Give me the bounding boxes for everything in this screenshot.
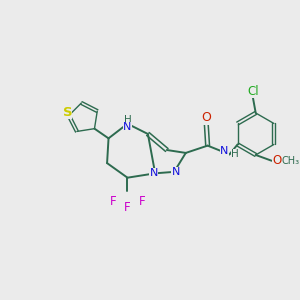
Text: F: F (124, 201, 131, 214)
Text: S: S (62, 106, 72, 119)
Text: F: F (110, 195, 116, 208)
Text: N: N (171, 167, 180, 177)
Text: H: H (231, 149, 238, 159)
Text: Cl: Cl (247, 85, 259, 98)
Text: H: H (124, 115, 131, 125)
Text: F: F (139, 195, 145, 208)
Text: CH₃: CH₃ (282, 156, 300, 166)
Text: N: N (123, 122, 132, 132)
Text: O: O (201, 111, 211, 124)
Text: N: N (149, 168, 158, 178)
Text: N: N (220, 146, 228, 156)
Text: O: O (272, 154, 282, 167)
